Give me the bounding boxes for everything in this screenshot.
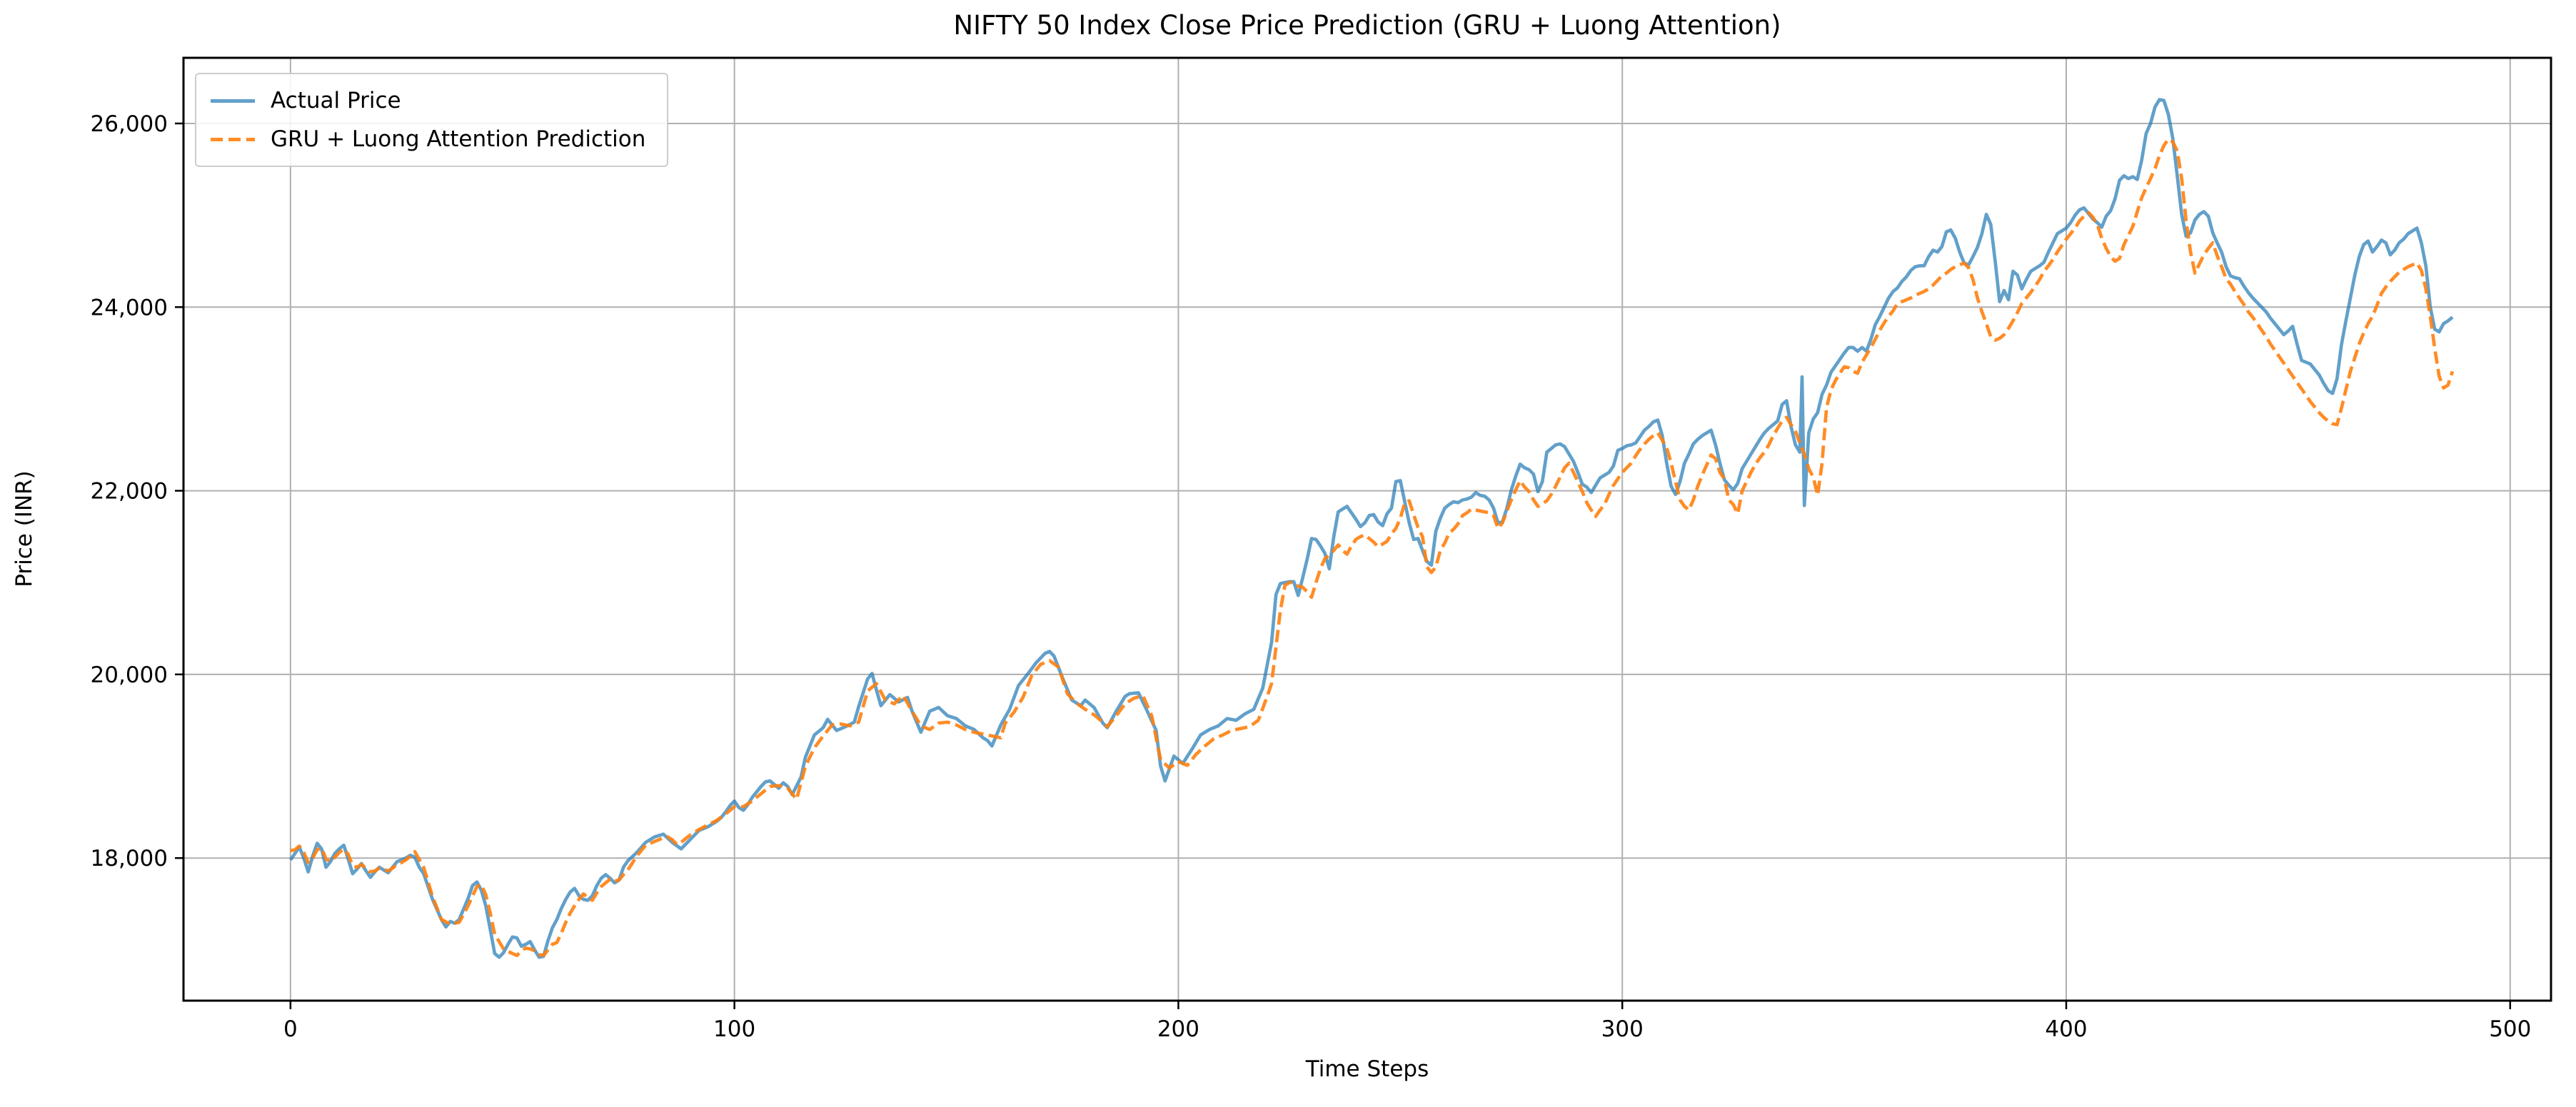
prediction-line bbox=[290, 137, 2455, 957]
legend-item-actual: Actual Price bbox=[211, 81, 645, 120]
x-tick-label: 100 bbox=[713, 1016, 755, 1042]
x-tick-label: 300 bbox=[1601, 1016, 1644, 1042]
actual-price-line bbox=[288, 98, 2454, 959]
x-tick-label: 400 bbox=[2045, 1016, 2087, 1042]
y-tick-label: 20,000 bbox=[91, 662, 168, 688]
prediction-line-swatch bbox=[211, 137, 255, 141]
axes-spines bbox=[182, 56, 2552, 1002]
legend-label-prediction: GRU + Luong Attention Prediction bbox=[271, 126, 646, 152]
legend: Actual Price GRU + Luong Attention Predi… bbox=[195, 73, 669, 167]
x-tick-label: 200 bbox=[1157, 1016, 1199, 1042]
legend-label-actual: Actual Price bbox=[271, 88, 401, 113]
legend-item-prediction: GRU + Luong Attention Prediction bbox=[211, 120, 645, 158]
y-tick-label: 26,000 bbox=[91, 111, 168, 137]
y-tick-label: 22,000 bbox=[91, 479, 168, 505]
x-axis-label: Time Steps bbox=[1305, 1056, 1429, 1082]
y-axis-label: Price (INR) bbox=[11, 470, 37, 587]
chart-title: NIFTY 50 Index Close Price Prediction (G… bbox=[953, 10, 1781, 41]
y-tick-label: 18,000 bbox=[91, 846, 168, 871]
x-tick-label: 500 bbox=[2489, 1016, 2531, 1042]
actual-line-swatch bbox=[211, 98, 255, 103]
y-tick-label: 24,000 bbox=[91, 295, 168, 320]
x-tick-label: 0 bbox=[283, 1016, 298, 1042]
